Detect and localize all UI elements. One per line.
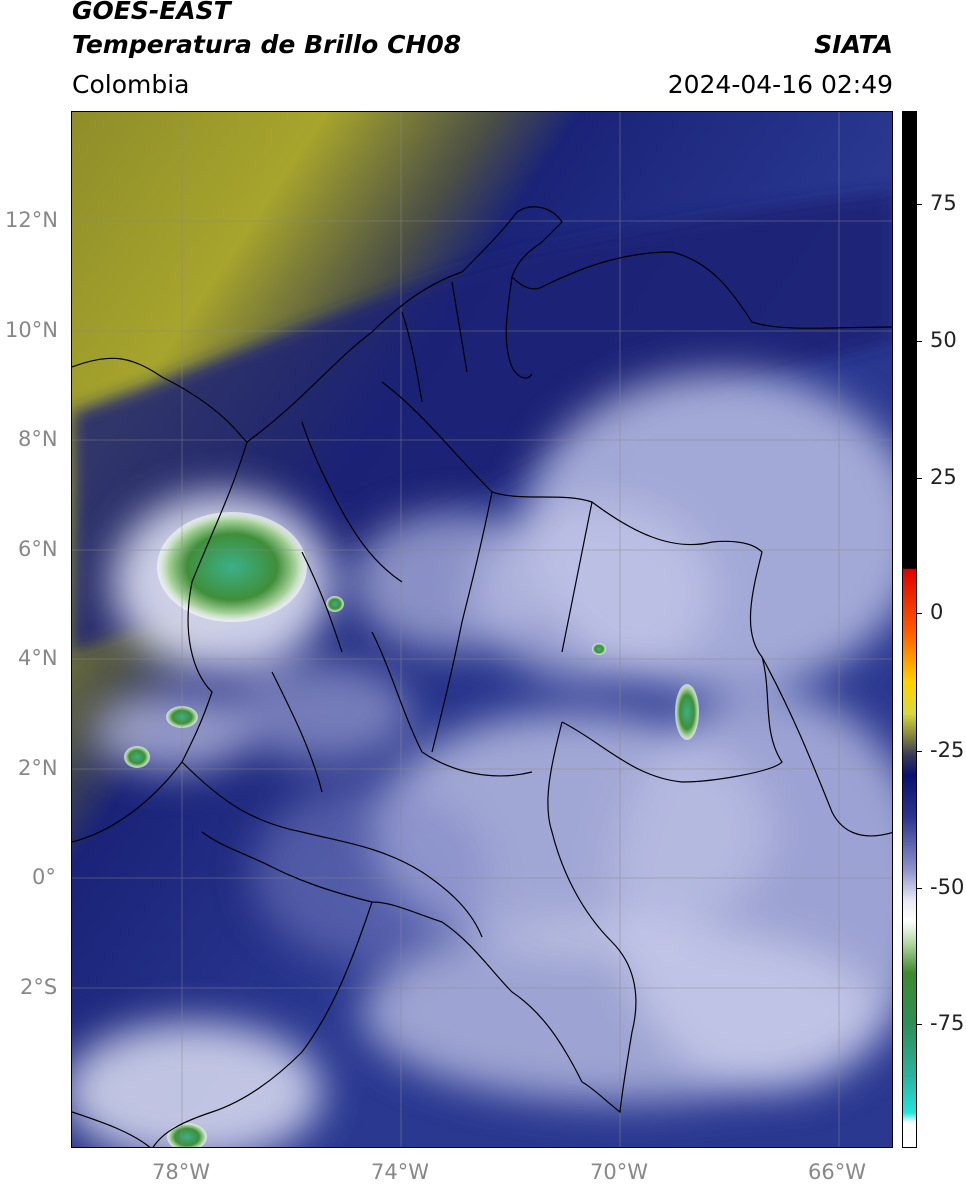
convective-cores: [124, 512, 699, 1147]
colorbar-tick-label: 75: [930, 191, 957, 215]
colorbar: [902, 111, 917, 1148]
lat-tick-label: 4°N: [18, 646, 58, 670]
lon-tick-label: 70°W: [590, 1160, 648, 1184]
map-image: [72, 112, 892, 1147]
borders: [72, 206, 892, 1147]
satellite-title: GOES-EAST: [72, 0, 231, 25]
lon-tick-label: 66°W: [808, 1160, 866, 1184]
product-title: Temperatura de Brillo CH08: [72, 30, 462, 59]
colorbar-tick-label: 50: [930, 328, 957, 352]
colorbar-ramp: [903, 112, 916, 1147]
lat-tick-label: 2°S: [20, 975, 58, 999]
lat-tick-label: 8°N: [18, 427, 58, 451]
satellite-map: [71, 111, 893, 1148]
lat-tick-label: 12°N: [5, 208, 58, 232]
colorbar-tick-label: -25: [930, 738, 965, 762]
lat-tick-label: 10°N: [5, 318, 58, 342]
timestamp-label: 2024-04-16 02:49: [667, 70, 893, 99]
colorbar-tick-label: -75: [930, 1011, 965, 1035]
colorbar-tick-label: 25: [930, 465, 957, 489]
lat-tick-label: 0°: [32, 865, 56, 889]
cloud-fields: [72, 372, 892, 1147]
graticule: [72, 112, 892, 1147]
lon-tick-label: 74°W: [371, 1160, 429, 1184]
region-label: Colombia: [72, 70, 190, 99]
agency-label: SIATA: [814, 30, 893, 59]
lat-tick-label: 2°N: [18, 756, 58, 780]
lon-tick-label: 78°W: [152, 1160, 210, 1184]
colorbar-tick-label: 0: [930, 600, 944, 624]
lat-tick-label: 6°N: [18, 537, 58, 561]
colorbar-tick-label: -50: [930, 875, 965, 899]
